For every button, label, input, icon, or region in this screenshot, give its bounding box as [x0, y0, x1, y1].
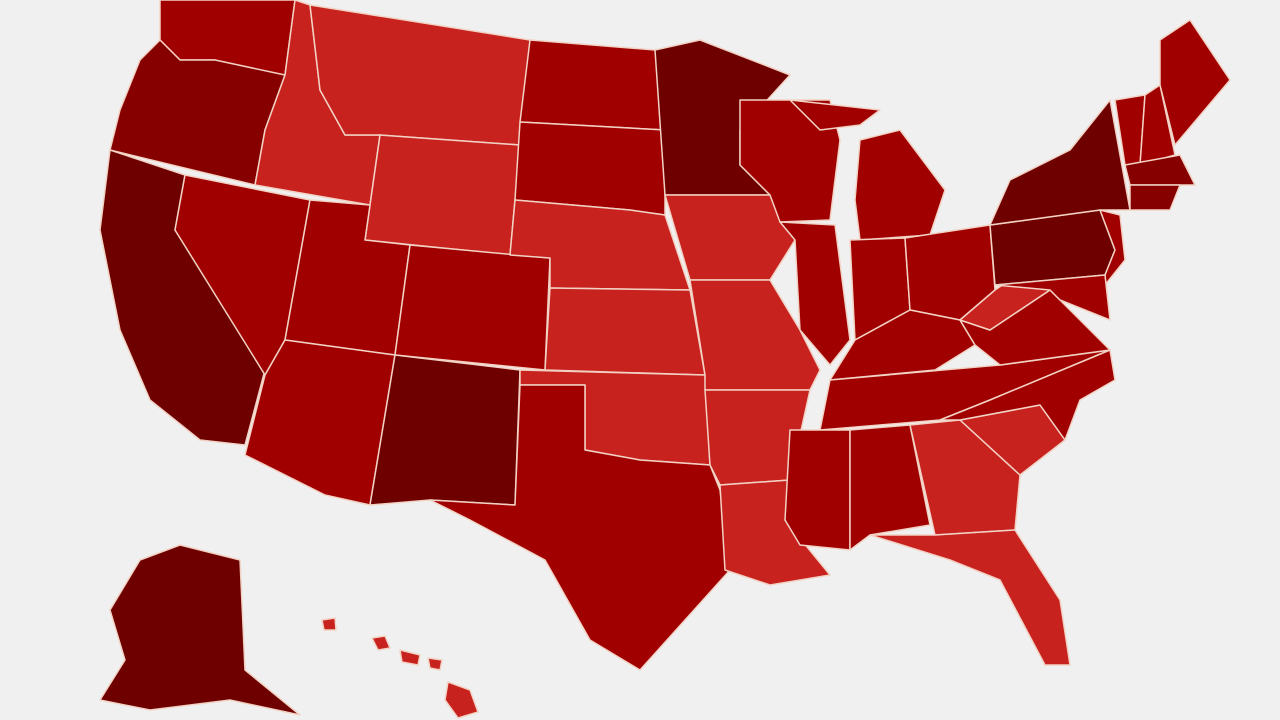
state [321, 617, 337, 631]
state [427, 657, 443, 671]
state [869, 529, 1071, 666]
state [664, 194, 796, 281]
state [519, 39, 666, 131]
state [849, 424, 931, 551]
state [779, 221, 851, 366]
state [909, 419, 1021, 536]
state [444, 681, 479, 719]
state [789, 99, 881, 131]
state [369, 354, 521, 506]
state [429, 384, 731, 671]
states [99, 0, 1231, 719]
state [689, 279, 821, 391]
state [1159, 19, 1231, 146]
state [1129, 184, 1181, 211]
state [1124, 154, 1196, 186]
state [544, 287, 706, 376]
state [1139, 84, 1176, 166]
state [394, 244, 551, 371]
state [364, 134, 521, 256]
state [994, 274, 1111, 321]
state [514, 121, 666, 216]
state [784, 429, 851, 551]
state [371, 635, 391, 651]
state [399, 649, 421, 666]
state [939, 349, 1116, 441]
state [99, 544, 301, 716]
